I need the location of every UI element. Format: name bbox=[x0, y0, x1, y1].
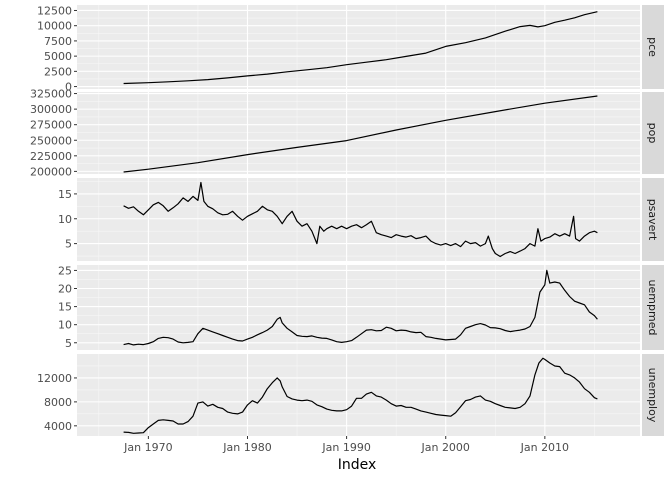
y-tick-label-uempmed: 15 bbox=[58, 301, 72, 314]
x-tick-label: Jan 1990 bbox=[321, 441, 370, 454]
x-tick-label: Jan 1980 bbox=[222, 441, 271, 454]
facet-strip-psavert bbox=[642, 178, 664, 261]
panel-background-pce bbox=[77, 5, 640, 89]
y-tick-label-unemploy: 8000 bbox=[44, 396, 72, 409]
y-tick-label-pop: 250000 bbox=[30, 134, 72, 147]
y-tick-label-psavert: 10 bbox=[58, 213, 72, 226]
y-tick-label-psavert: 15 bbox=[58, 188, 72, 201]
facet-strip-uempmed bbox=[642, 265, 664, 350]
y-tick-label-psavert: 5 bbox=[65, 238, 72, 251]
y-tick-label-pce: 12500 bbox=[37, 4, 72, 17]
y-tick-label-uempmed: 10 bbox=[58, 319, 72, 332]
y-tick-label-pce: 2500 bbox=[44, 65, 72, 78]
panel-background-psavert bbox=[77, 178, 640, 261]
facet-strip-pop bbox=[642, 92, 664, 174]
series-line-unemploy bbox=[123, 357, 598, 434]
facet-strip-pce bbox=[642, 5, 664, 89]
series-line-pce bbox=[123, 11, 598, 85]
y-tick-label-pce: 10000 bbox=[37, 20, 72, 33]
facet-label-psavert: psavert bbox=[646, 199, 659, 241]
series-line-pop bbox=[123, 95, 598, 173]
y-tick-label-pop: 275000 bbox=[30, 119, 72, 132]
facet-label-unemploy: unemploy bbox=[646, 368, 659, 423]
y-tick-label-uempmed: 5 bbox=[65, 337, 72, 350]
y-tick-label-unemploy: 4000 bbox=[44, 420, 72, 433]
x-tick-label: Jan 2010 bbox=[520, 441, 569, 454]
series-line-psavert bbox=[123, 181, 598, 258]
y-tick-label-pce: 5000 bbox=[44, 50, 72, 63]
y-tick-label-pce: 7500 bbox=[44, 35, 72, 48]
x-tick-label: Jan 2000 bbox=[420, 441, 469, 454]
y-tick-label-uempmed: 25 bbox=[58, 264, 72, 277]
y-tick-label-pop: 225000 bbox=[30, 150, 72, 163]
facet-strip-unemploy bbox=[642, 354, 664, 436]
y-tick-label-pop: 200000 bbox=[30, 165, 72, 178]
y-tick-label-pce: 0 bbox=[65, 81, 72, 94]
y-tick-label-pop: 325000 bbox=[30, 88, 72, 101]
y-tick-label-uempmed: 20 bbox=[58, 283, 72, 296]
y-tick-label-pop: 300000 bbox=[30, 103, 72, 116]
facet-label-pce: pce bbox=[646, 37, 659, 57]
x-axis-title: Index bbox=[338, 457, 377, 473]
facet-label-pop: pop bbox=[646, 123, 659, 144]
series-line-uempmed bbox=[123, 269, 598, 346]
facet-label-uempmed: uempmed bbox=[646, 280, 659, 336]
y-tick-label-unemploy: 12000 bbox=[37, 372, 72, 385]
x-tick-label: Jan 1970 bbox=[123, 441, 172, 454]
panel-background-pop bbox=[77, 92, 640, 174]
panel-background-unemploy bbox=[77, 354, 640, 436]
